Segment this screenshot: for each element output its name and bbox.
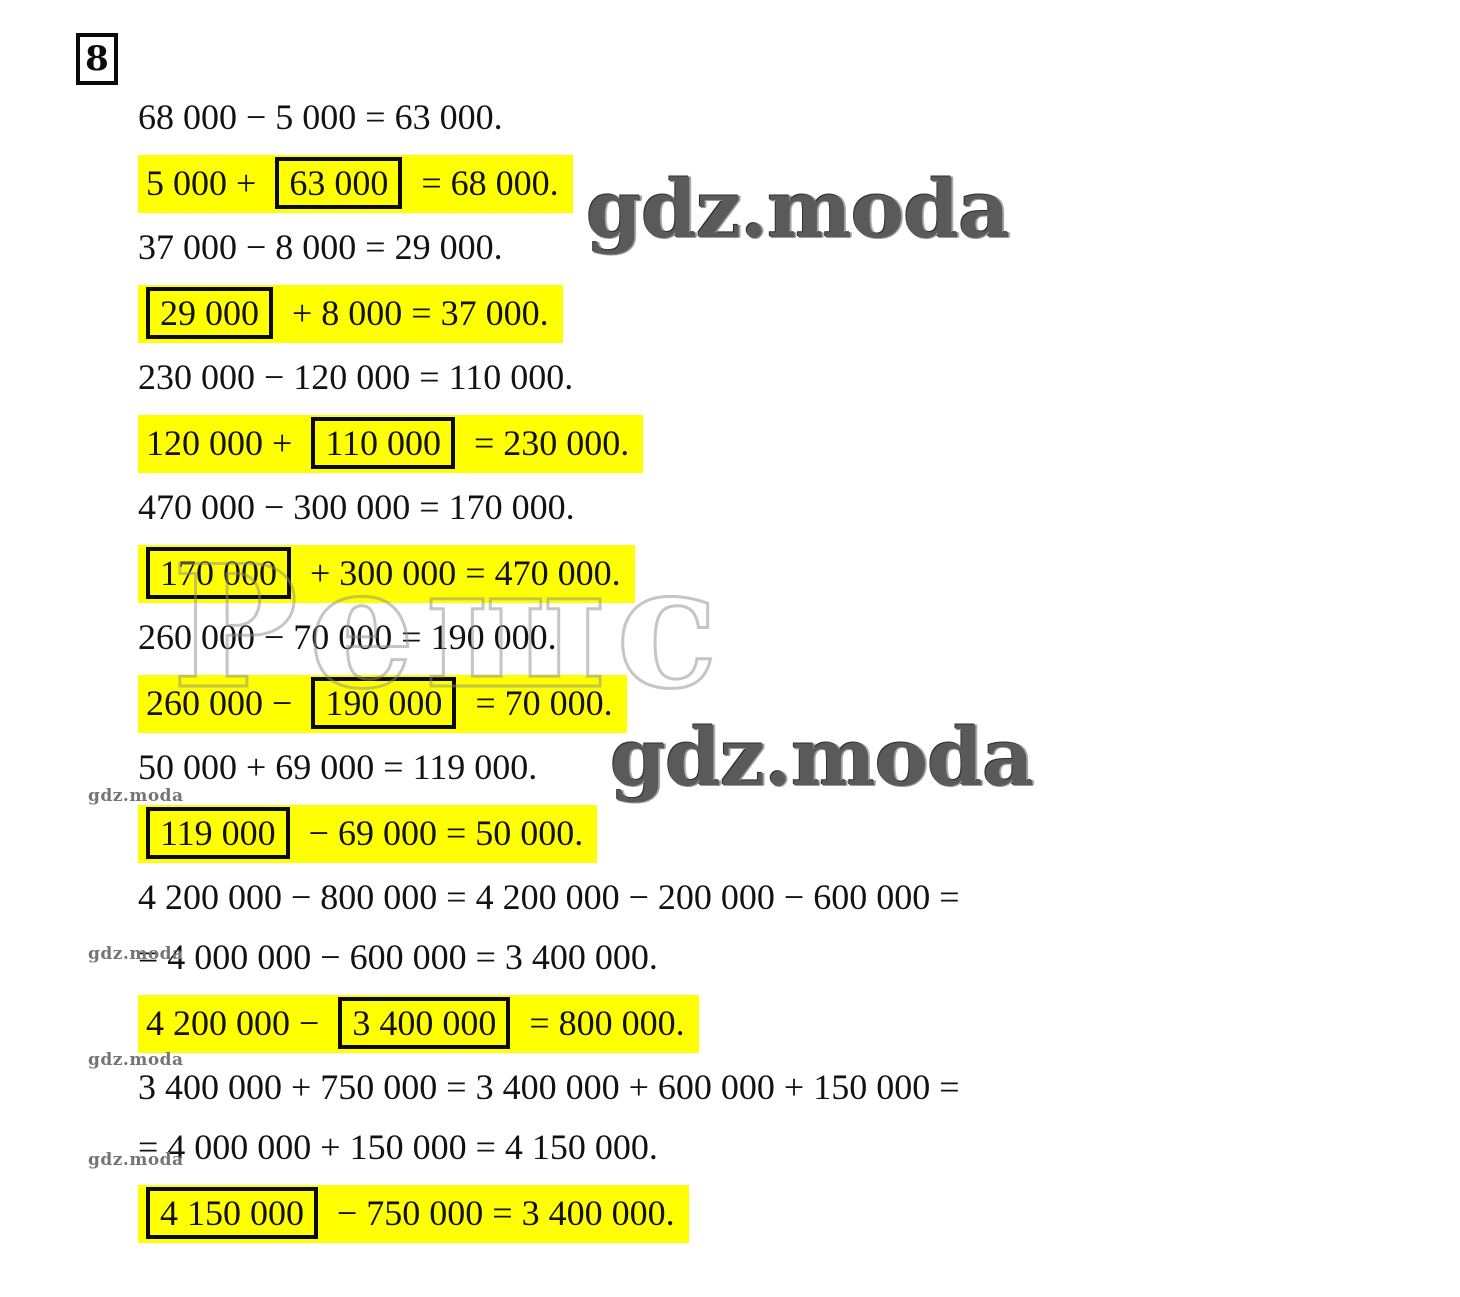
equation-line: 4 200 000 − 800 000 = 4 200 000 − 200 00…	[138, 877, 960, 917]
equation-pre-text: 120 000 +	[146, 423, 302, 463]
equation-post-text: − 750 000 = 3 400 000.	[328, 1193, 675, 1233]
equation-line-highlighted: 119 000 − 69 000 = 50 000.	[138, 805, 598, 863]
equation-line-highlighted: 120 000 + 110 000 = 230 000.	[138, 415, 644, 473]
equation-line: 50 000 + 69 000 = 119 000.	[138, 747, 538, 787]
equation-line-highlighted: 4 200 000 − 3 400 000 = 800 000.	[138, 995, 699, 1053]
equation-line: 260 000 − 70 000 = 190 000.	[138, 617, 557, 657]
equation-post-text: = 70 000.	[466, 683, 613, 723]
equation-pre-text: 4 200 000 −	[146, 1003, 329, 1043]
equation-line-highlighted: 5 000 + 63 000 = 68 000.	[138, 155, 573, 213]
equation-post-text: = 68 000.	[412, 163, 559, 203]
equation-post-text: + 8 000 = 37 000.	[283, 293, 549, 333]
equation-list: 68 000 − 5 000 = 63 000. 5 000 + 63 000 =…	[138, 95, 1338, 1255]
equation-line-highlighted: 4 150 000 − 750 000 = 3 400 000.	[138, 1185, 689, 1243]
equation-post-text: = 230 000.	[464, 423, 630, 463]
equation-pre-text: 5 000 +	[146, 163, 266, 203]
answer-box: 119 000	[146, 807, 290, 859]
equation-line-highlighted: 260 000 − 190 000 = 70 000.	[138, 675, 627, 733]
equation-line-highlighted: 170 000 + 300 000 = 470 000.	[138, 545, 635, 603]
answer-box: 190 000	[311, 677, 457, 729]
task-number-box: 8	[76, 33, 118, 85]
equation-post-text: = 800 000.	[520, 1003, 685, 1043]
answer-box: 29 000	[146, 287, 273, 339]
equation-line: 68 000 − 5 000 = 63 000.	[138, 97, 503, 137]
equation-line-highlighted: 29 000 + 8 000 = 37 000.	[138, 285, 563, 343]
equation-line: 37 000 − 8 000 = 29 000.	[138, 227, 503, 267]
equation-post-text: − 69 000 = 50 000.	[299, 813, 584, 853]
answer-box: 170 000	[146, 547, 291, 599]
answer-box: 110 000	[311, 417, 455, 469]
equation-line: 470 000 − 300 000 = 170 000.	[138, 487, 575, 527]
answer-box: 4 150 000	[146, 1187, 318, 1239]
equation-pre-text: 260 000 −	[146, 683, 302, 723]
equation-line: = 4 000 000 − 600 000 = 3 400 000.	[138, 937, 658, 977]
answer-box: 3 400 000	[338, 997, 511, 1049]
equation-line: 3 400 000 + 750 000 = 3 400 000 + 600 00…	[138, 1067, 960, 1107]
equation-line: 230 000 − 120 000 = 110 000.	[138, 357, 574, 397]
equation-line: = 4 000 000 + 150 000 = 4 150 000.	[138, 1127, 658, 1167]
answer-box: 63 000	[275, 157, 403, 209]
equation-post-text: + 300 000 = 470 000.	[301, 553, 621, 593]
